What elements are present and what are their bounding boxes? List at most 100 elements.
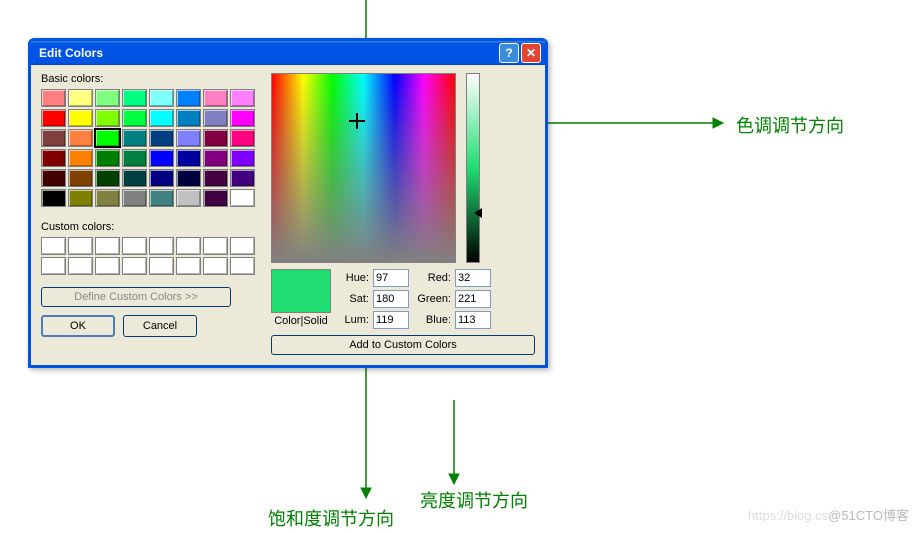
gradient-crosshair xyxy=(352,116,362,126)
custom-color-swatch[interactable] xyxy=(122,237,147,255)
basic-color-swatch[interactable] xyxy=(41,169,66,187)
basic-colors-grid xyxy=(41,89,257,207)
basic-color-swatch[interactable] xyxy=(95,149,120,167)
basic-color-swatch[interactable] xyxy=(68,189,93,207)
ok-button[interactable]: OK xyxy=(41,315,115,337)
basic-color-swatch[interactable] xyxy=(122,149,147,167)
basic-color-swatch[interactable] xyxy=(176,109,201,127)
basic-color-swatch[interactable] xyxy=(95,169,120,187)
basic-color-swatch[interactable] xyxy=(149,149,174,167)
basic-color-swatch[interactable] xyxy=(41,89,66,107)
luminance-slider[interactable] xyxy=(466,73,480,263)
sat-direction-label: 饱和度调节方向 xyxy=(268,505,394,531)
basic-color-swatch[interactable] xyxy=(68,149,93,167)
custom-colors-label: Custom colors: xyxy=(41,221,261,233)
basic-color-swatch[interactable] xyxy=(68,109,93,127)
basic-color-swatch[interactable] xyxy=(176,129,201,147)
custom-color-swatch[interactable] xyxy=(176,257,201,275)
basic-color-swatch[interactable] xyxy=(95,129,120,147)
custom-color-swatch[interactable] xyxy=(203,257,228,275)
custom-color-swatch[interactable] xyxy=(68,237,93,255)
basic-color-swatch[interactable] xyxy=(122,129,147,147)
basic-color-swatch[interactable] xyxy=(122,189,147,207)
basic-color-swatch[interactable] xyxy=(95,89,120,107)
basic-color-swatch[interactable] xyxy=(176,149,201,167)
basic-color-swatch[interactable] xyxy=(203,189,228,207)
basic-color-swatch[interactable] xyxy=(203,169,228,187)
basic-color-swatch[interactable] xyxy=(149,189,174,207)
sat-input[interactable] xyxy=(373,290,409,308)
custom-color-swatch[interactable] xyxy=(203,237,228,255)
basic-color-swatch[interactable] xyxy=(68,169,93,187)
custom-color-swatch[interactable] xyxy=(149,257,174,275)
basic-color-swatch[interactable] xyxy=(95,189,120,207)
basic-color-swatch[interactable] xyxy=(149,89,174,107)
color-preview xyxy=(271,269,331,313)
basic-color-swatch[interactable] xyxy=(41,109,66,127)
hue-input[interactable] xyxy=(373,269,409,287)
basic-color-swatch[interactable] xyxy=(176,89,201,107)
basic-color-swatch[interactable] xyxy=(41,129,66,147)
basic-color-swatch[interactable] xyxy=(149,109,174,127)
edit-colors-dialog: Edit Colors ? ✕ Basic colors: Custom col… xyxy=(28,38,548,368)
red-input[interactable] xyxy=(455,269,491,287)
basic-colors-label: Basic colors: xyxy=(41,73,261,85)
custom-color-swatch[interactable] xyxy=(68,257,93,275)
lum-arrow-line xyxy=(448,400,460,485)
color-solid-label: Color|Solid xyxy=(271,315,331,327)
hue-label: Hue: xyxy=(337,272,369,284)
basic-color-swatch[interactable] xyxy=(176,169,201,187)
define-custom-button[interactable]: Define Custom Colors >> xyxy=(41,287,231,307)
basic-color-swatch[interactable] xyxy=(122,109,147,127)
basic-color-swatch[interactable] xyxy=(230,109,255,127)
basic-color-swatch[interactable] xyxy=(203,109,228,127)
custom-color-swatch[interactable] xyxy=(41,237,66,255)
custom-color-swatch[interactable] xyxy=(122,257,147,275)
basic-color-swatch[interactable] xyxy=(68,129,93,147)
basic-color-swatch[interactable] xyxy=(230,169,255,187)
watermark: https://blog.cs@51CTO博客 xyxy=(748,505,909,524)
lum-input[interactable] xyxy=(373,311,409,329)
blue-label: Blue: xyxy=(413,314,451,326)
basic-color-swatch[interactable] xyxy=(95,109,120,127)
lum-direction-label: 亮度调节方向 xyxy=(420,487,528,513)
custom-color-swatch[interactable] xyxy=(230,257,255,275)
color-value-fields: Hue: Red: Sat: Green: Lum: Blue: xyxy=(337,269,491,329)
custom-color-swatch[interactable] xyxy=(149,237,174,255)
basic-color-swatch[interactable] xyxy=(230,129,255,147)
help-button[interactable]: ? xyxy=(499,43,519,63)
basic-color-swatch[interactable] xyxy=(122,169,147,187)
custom-color-swatch[interactable] xyxy=(95,257,120,275)
luminance-arrow-icon xyxy=(474,208,482,218)
lum-label: Lum: xyxy=(337,314,369,326)
basic-color-swatch[interactable] xyxy=(230,149,255,167)
basic-color-swatch[interactable] xyxy=(41,149,66,167)
custom-color-swatch[interactable] xyxy=(230,237,255,255)
basic-color-swatch[interactable] xyxy=(203,129,228,147)
basic-color-swatch[interactable] xyxy=(149,129,174,147)
basic-color-swatch[interactable] xyxy=(122,89,147,107)
close-button[interactable]: ✕ xyxy=(521,43,541,63)
basic-color-swatch[interactable] xyxy=(230,89,255,107)
titlebar[interactable]: Edit Colors ? ✕ xyxy=(31,41,545,65)
basic-color-swatch[interactable] xyxy=(149,169,174,187)
cancel-button[interactable]: Cancel xyxy=(123,315,197,337)
basic-color-swatch[interactable] xyxy=(41,189,66,207)
green-label: Green: xyxy=(413,293,451,305)
custom-color-swatch[interactable] xyxy=(41,257,66,275)
basic-color-swatch[interactable] xyxy=(230,189,255,207)
custom-color-swatch[interactable] xyxy=(95,237,120,255)
blue-input[interactable] xyxy=(455,311,491,329)
basic-color-swatch[interactable] xyxy=(68,89,93,107)
basic-color-swatch[interactable] xyxy=(203,89,228,107)
basic-color-swatch[interactable] xyxy=(176,189,201,207)
color-gradient-picker[interactable] xyxy=(271,73,456,263)
add-to-custom-button[interactable]: Add to Custom Colors xyxy=(271,335,535,355)
green-input[interactable] xyxy=(455,290,491,308)
basic-color-swatch[interactable] xyxy=(203,149,228,167)
custom-colors-grid xyxy=(41,237,257,275)
red-label: Red: xyxy=(413,272,451,284)
sat-label: Sat: xyxy=(337,293,369,305)
dialog-title: Edit Colors xyxy=(39,46,499,60)
custom-color-swatch[interactable] xyxy=(176,237,201,255)
